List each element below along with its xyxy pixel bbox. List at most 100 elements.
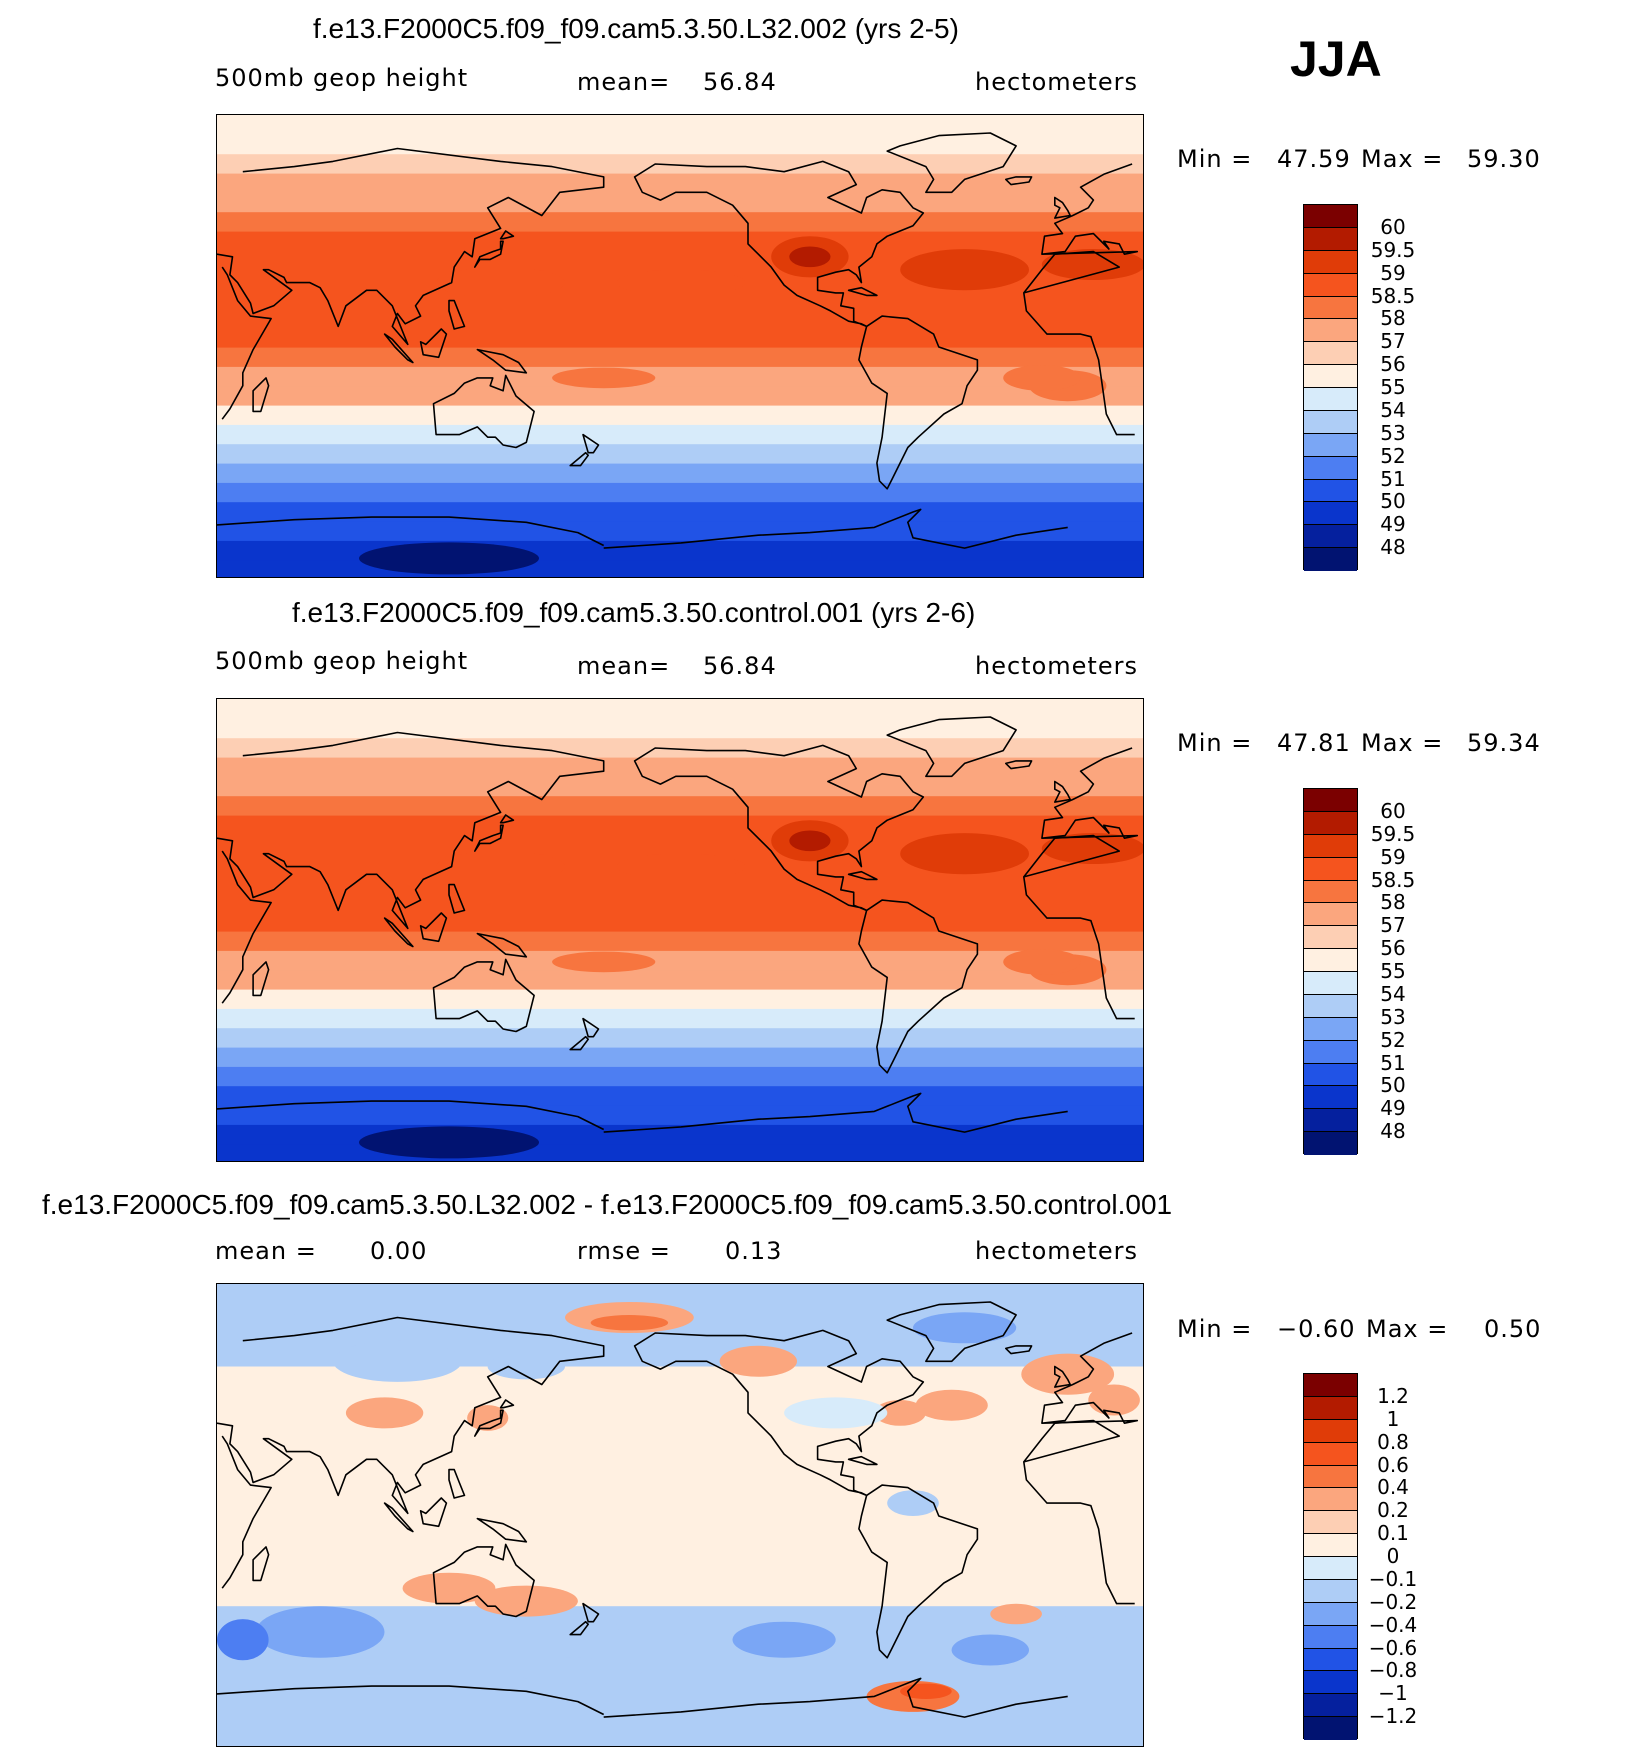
colorbar-swatch [1304, 410, 1357, 434]
subtropical-high [616, 269, 746, 296]
zonal-band [217, 931, 1143, 951]
anomaly-contour [345, 1397, 424, 1429]
coastline [886, 132, 1017, 194]
colorbar-swatch [1304, 1374, 1357, 1397]
colorbar-tick-label: 54 [1380, 397, 1406, 422]
colorbar-swatch [1304, 1488, 1357, 1512]
colorbar-tick-label: 0.4 [1377, 1475, 1409, 1500]
colorbar-tick-label: 58 [1380, 890, 1406, 915]
coastline [633, 160, 925, 328]
colorbar-swatch [1304, 1063, 1357, 1087]
colorbar-swatch [1304, 789, 1357, 812]
colorbar-swatch [1304, 1534, 1357, 1557]
coastline [432, 958, 535, 1033]
zonal-band [217, 989, 1143, 1009]
colorbar-tick-label: 60 [1380, 214, 1406, 239]
anomaly-contour [1054, 1613, 1107, 1640]
colorbar-tick-label: 60 [1380, 798, 1406, 823]
colorbar-tick-label: 57 [1380, 913, 1406, 938]
panel-1-colorbar [1303, 204, 1358, 571]
panel-1-mean-value: 56.84 [703, 68, 777, 96]
zonal-band [217, 950, 1143, 971]
zonal-band [217, 969, 1143, 990]
antarctic-low [359, 1126, 539, 1159]
subtropical-high [789, 830, 831, 852]
anomaly-contour [719, 1345, 797, 1377]
zonal-band [217, 559, 1143, 577]
colorbar-swatch [1304, 319, 1357, 343]
coastline [858, 1484, 979, 1659]
colorbar-tick-label: 1 [1386, 1406, 1400, 1431]
panel-2-variable: 500mb geop height [215, 647, 469, 675]
panel-2-max-value: 59.34 [1467, 729, 1541, 757]
coastline [582, 1017, 600, 1038]
zonal-band [217, 134, 1143, 155]
colorbar-tick-label: 0.6 [1377, 1452, 1409, 1477]
colorbar-swatch [1304, 903, 1357, 927]
coastline [858, 315, 979, 490]
colorbar-swatch [1304, 502, 1357, 526]
colorbar-swatch [1304, 1017, 1357, 1041]
season-label: JJA [1290, 31, 1382, 87]
coastline [1005, 760, 1033, 770]
zonal-band [217, 231, 1143, 251]
panel-3-mean-label: mean = [215, 1237, 317, 1265]
zonal-band [217, 795, 1143, 816]
panel-1-mean-label: mean= [577, 68, 671, 96]
colorbar-swatch [1304, 1442, 1357, 1466]
zonal-band [217, 327, 1143, 348]
colorbar-swatch [1304, 1694, 1357, 1718]
colorbar-tick-label: −1.2 [1368, 1704, 1418, 1729]
colorbar-swatch [1304, 1511, 1357, 1535]
coastline [221, 250, 1135, 436]
coastline [847, 1455, 878, 1466]
colorbar-tick-label: −1 [1378, 1681, 1408, 1706]
zonal-band [217, 776, 1143, 797]
coastline [419, 1497, 448, 1528]
colorbar-tick-label: 49 [1380, 1096, 1406, 1121]
coastline [1054, 196, 1071, 219]
panel-1-map [216, 114, 1144, 578]
colorbar-swatch [1304, 479, 1357, 503]
colorbar-swatch [1304, 1717, 1357, 1740]
zonal-band [217, 892, 1143, 913]
colorbar-tick-label: 59 [1380, 260, 1406, 285]
panel-3-min-value: −0.60 [1277, 1315, 1356, 1343]
zonal-band [217, 1027, 1143, 1048]
coastline [582, 433, 600, 454]
panel-1-units: hectometers [975, 68, 1138, 96]
coastline [847, 870, 878, 881]
coastline [383, 1502, 414, 1533]
panel-1-max-label: Max = [1361, 145, 1444, 173]
panel-2-max-label: Max = [1361, 729, 1444, 757]
panel-3-rmse-label: rmse = [577, 1237, 671, 1265]
colorbar-swatch [1304, 365, 1357, 388]
panel-2-mean-value: 56.84 [703, 652, 777, 680]
anomaly-contour [281, 1309, 385, 1336]
zonal-band [217, 1085, 1143, 1106]
coastline [1005, 176, 1033, 186]
colorbar-swatch [1304, 1109, 1357, 1133]
panel-1-min-label: Min = [1177, 145, 1253, 173]
coastline [383, 917, 414, 948]
coastlines [217, 132, 1139, 549]
subtropical-high [1041, 833, 1143, 864]
map-field [217, 115, 1143, 577]
panel-3-map [216, 1283, 1144, 1747]
colorbar-swatch [1304, 1419, 1357, 1443]
colorbar-swatch [1304, 388, 1357, 411]
panel-1-title: f.e13.F2000C5.f09_f09.cam5.3.50.L32.002 … [313, 13, 959, 44]
zonal-band [217, 1143, 1143, 1161]
colorbar-swatch [1304, 296, 1357, 320]
coastline [569, 1035, 589, 1051]
coastline [476, 348, 528, 374]
anomaly-contour [1021, 1353, 1115, 1395]
zonal-band [217, 1105, 1143, 1125]
coastline [858, 899, 979, 1074]
coastlines [217, 716, 1139, 1133]
colorbar-swatch [1304, 227, 1357, 251]
anomaly-contour [217, 1619, 269, 1661]
anomaly-contour [900, 1683, 952, 1699]
colorbar-swatch [1304, 1602, 1357, 1626]
coastline [221, 834, 1135, 1020]
